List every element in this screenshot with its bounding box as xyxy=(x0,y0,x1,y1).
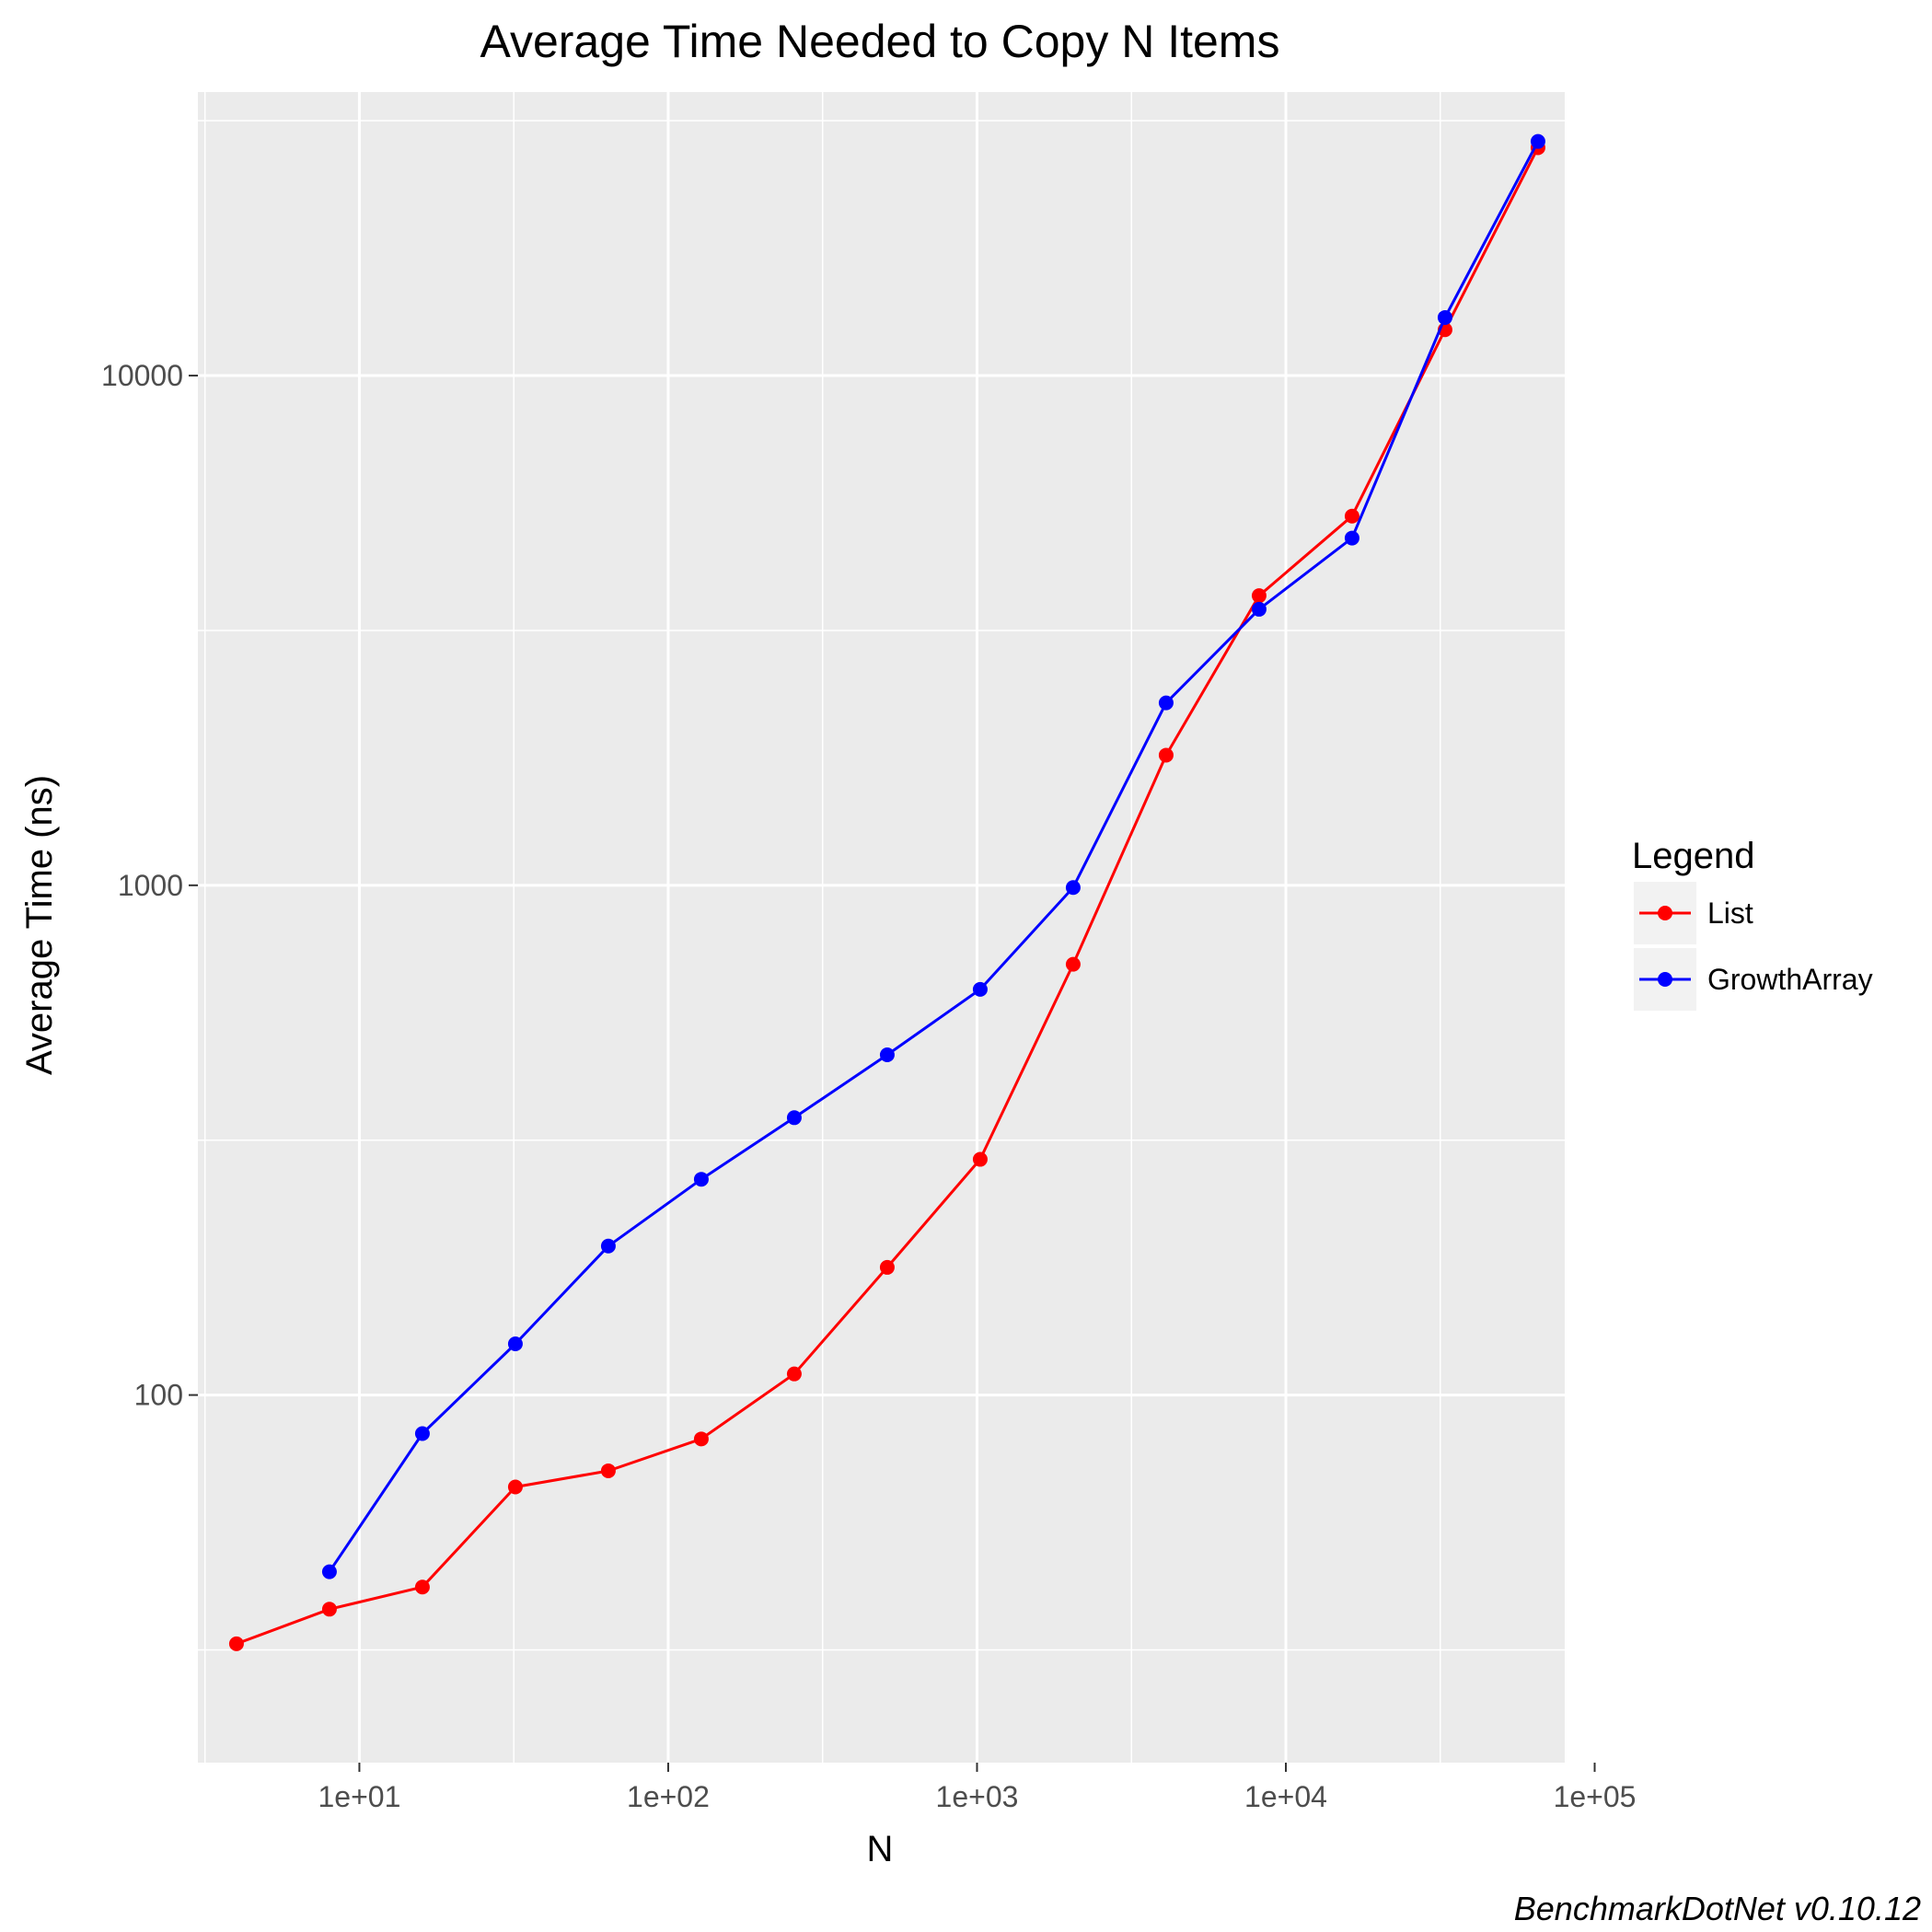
data-point-growtharray xyxy=(786,1110,802,1126)
x-tick-label: 1e+05 xyxy=(1554,1780,1637,1813)
y-tick-label: 1000 xyxy=(118,869,183,902)
legend: Legend List GrowthArray xyxy=(1632,836,1873,1011)
data-point-growtharray xyxy=(321,1564,337,1579)
data-point-list xyxy=(1251,588,1267,604)
series-line-growtharray xyxy=(328,140,1540,1573)
grid-minor xyxy=(198,92,1565,1763)
legend-marker-growtharray xyxy=(1658,972,1672,987)
legend-items: List GrowthArray xyxy=(1634,882,1873,1011)
series-layer xyxy=(228,133,1545,1651)
data-point-list xyxy=(414,1579,430,1595)
data-point-growtharray xyxy=(693,1172,709,1187)
data-point-list xyxy=(1065,956,1081,972)
chart-title: Average Time Needed to Copy N Items xyxy=(480,16,1280,67)
data-point-list xyxy=(228,1636,244,1651)
caption: BenchmarkDotNet v0.10.12 xyxy=(1514,1890,1921,1927)
x-tick-label: 1e+02 xyxy=(627,1780,710,1813)
data-point-list xyxy=(600,1463,616,1478)
x-axis: 1e+01 1e+02 1e+03 1e+04 1e+05 xyxy=(318,1763,1636,1813)
x-tick-label: 1e+04 xyxy=(1244,1780,1327,1813)
data-point-growtharray xyxy=(507,1336,523,1352)
y-tick-label: 10000 xyxy=(101,359,183,392)
y-tick-label: 100 xyxy=(134,1379,183,1412)
y-axis: 100 1000 10000 xyxy=(101,359,198,1412)
x-axis-title: N xyxy=(867,1829,894,1869)
data-point-list xyxy=(1344,508,1359,524)
data-point-list xyxy=(693,1431,709,1447)
y-axis-title: Average Time (ns) xyxy=(19,775,60,1075)
data-point-growtharray xyxy=(879,1047,895,1062)
data-point-growtharray xyxy=(1065,880,1081,896)
data-point-list xyxy=(879,1259,895,1275)
legend-label-growtharray: GrowthArray xyxy=(1707,963,1873,996)
data-point-growtharray xyxy=(1530,133,1545,149)
data-point-list xyxy=(1158,747,1174,763)
plot-panel xyxy=(198,92,1565,1763)
grid-major xyxy=(198,92,1597,1763)
data-point-growtharray xyxy=(1158,695,1174,711)
data-point-list xyxy=(321,1602,337,1617)
x-tick-label: 1e+01 xyxy=(318,1780,400,1813)
data-point-list xyxy=(972,1151,988,1167)
data-point-growtharray xyxy=(1344,530,1359,546)
data-point-growtharray xyxy=(972,981,988,997)
data-point-list xyxy=(786,1366,802,1382)
data-point-list xyxy=(507,1479,523,1495)
legend-label-list: List xyxy=(1707,897,1753,930)
legend-title: Legend xyxy=(1632,836,1754,876)
data-point-growtharray xyxy=(1251,601,1267,617)
legend-marker-list xyxy=(1658,906,1672,920)
data-point-growtharray xyxy=(414,1426,430,1441)
x-tick-label: 1e+03 xyxy=(936,1780,1019,1813)
data-point-growtharray xyxy=(600,1238,616,1254)
data-point-growtharray xyxy=(1437,309,1452,325)
